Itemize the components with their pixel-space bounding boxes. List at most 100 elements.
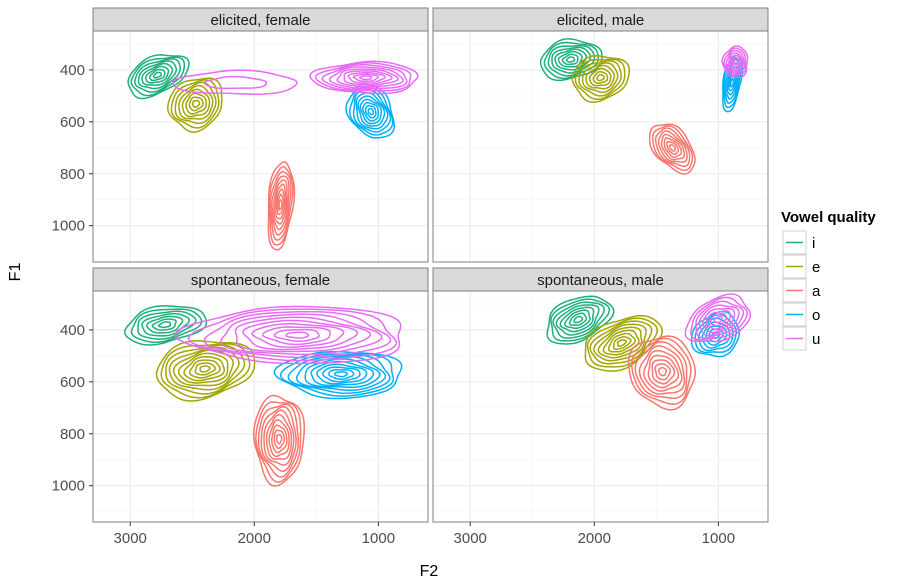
facet-strip-label: elicited, female: [210, 12, 310, 29]
contour-line-u: [174, 305, 402, 365]
legend-entry-i: i: [782, 230, 815, 255]
legend-label: i: [812, 235, 815, 252]
facet-strip-label: elicited, male: [557, 12, 645, 29]
y-axis-title: F1: [7, 263, 24, 282]
contour-line-i: [157, 321, 172, 329]
contour-line-u: [343, 70, 393, 86]
contour-line-a: [660, 133, 686, 161]
legend-entry-o: o: [782, 302, 820, 327]
contour-line-i: [127, 54, 190, 100]
legend-label: e: [812, 259, 820, 276]
contour-line-a: [270, 175, 290, 236]
contour-vowel-i: [546, 295, 615, 345]
contour-line-o: [287, 354, 391, 395]
contour-line-u: [261, 326, 331, 346]
contour-vowel-a: [267, 161, 296, 251]
contour-line-u: [251, 323, 345, 348]
contour-line-e: [188, 359, 221, 379]
y-tick-label: 400: [60, 62, 85, 79]
facet-panels: elicited, female 400 600 800 1000 elicited, m…: [52, 7, 769, 547]
contour-line-u: [731, 56, 741, 68]
contour-line-e: [155, 340, 256, 402]
contour-line-e: [612, 336, 632, 350]
contour-vowel-i: [127, 54, 190, 100]
contour-line-u: [203, 75, 268, 90]
contour-line-i: [546, 295, 615, 345]
contour-line-e: [170, 79, 220, 129]
contour-line-e: [191, 99, 201, 108]
contour-line-u: [321, 63, 408, 91]
panel-border: [432, 30, 769, 263]
facet-panel: elicited, female 400 600 800 1000: [52, 7, 429, 263]
y-tick-label: 1000: [52, 478, 85, 495]
contour-line-e: [178, 84, 214, 120]
contour-line-a: [638, 345, 686, 395]
contour-line-a: [647, 354, 680, 389]
contour-line-e: [597, 326, 643, 359]
contour-line-e: [181, 88, 211, 118]
contour-line-a: [651, 125, 694, 172]
contour-line-u: [690, 296, 748, 341]
facet-strip-label: spontaneous, male: [537, 272, 664, 289]
contour-line-i: [573, 315, 584, 324]
contour-line-a: [634, 341, 688, 400]
contour-line-o: [361, 101, 379, 122]
contour-line-i: [137, 60, 178, 90]
contour-line-e: [596, 74, 605, 82]
contour-vowel-a: [627, 335, 697, 411]
contour-vowel-a: [252, 394, 306, 487]
contour-line-e: [578, 60, 622, 97]
contour-line-e: [616, 339, 628, 347]
panel-border: [432, 290, 769, 523]
contour-line-a: [630, 337, 692, 406]
legend-entry-e: e: [782, 254, 820, 279]
contour-line-a: [255, 401, 302, 483]
contour-layer: [123, 305, 403, 487]
contour-vowel-u: [172, 69, 298, 95]
contour-line-a: [271, 424, 288, 454]
legend-label: u: [812, 331, 820, 348]
y-tick-label: 800: [60, 166, 85, 183]
contour-line-a: [260, 405, 297, 472]
contour-vowel-i: [123, 305, 208, 346]
contour-line-o: [729, 77, 735, 88]
contour-line-a: [257, 403, 300, 478]
contour-line-e: [589, 320, 653, 365]
legend-title: Vowel quality: [781, 209, 876, 226]
contour-line-u: [234, 316, 372, 353]
contour-layer: [127, 54, 419, 251]
contour-line-e: [588, 67, 612, 87]
contour-line-u: [727, 52, 745, 72]
contour-line-o: [316, 363, 368, 385]
contour-line-a: [269, 170, 292, 241]
contour-line-u: [220, 313, 383, 356]
contour-line-i: [151, 318, 177, 331]
contour-line-e: [185, 92, 207, 115]
x-tick-label: 1000: [362, 530, 395, 547]
contour-line-u: [203, 310, 392, 359]
contour-line-i: [561, 53, 579, 66]
contour-line-e: [177, 352, 229, 384]
y-tick-label: 600: [60, 374, 85, 391]
contour-layer: [546, 293, 752, 411]
contour-line-i: [550, 298, 611, 342]
contour-line-u: [702, 307, 736, 334]
contour-line-a: [654, 127, 691, 167]
contour-line-o: [321, 366, 361, 383]
contour-line-a: [627, 335, 697, 411]
contour-line-a: [265, 413, 293, 460]
legend-label: a: [812, 283, 821, 300]
contour-line-u: [709, 312, 728, 327]
contour-line-a: [252, 394, 306, 487]
contour-line-u: [285, 331, 310, 339]
contour-line-u: [695, 300, 745, 339]
y-tick-label: 1000: [52, 218, 85, 235]
legend-entry-u: u: [782, 326, 820, 351]
contour-line-i: [568, 312, 588, 326]
contour-line-a: [643, 349, 683, 392]
contour-line-a: [668, 144, 677, 152]
x-tick-label: 3000: [114, 530, 147, 547]
contour-line-o: [357, 95, 386, 127]
contour-line-o: [334, 371, 349, 378]
